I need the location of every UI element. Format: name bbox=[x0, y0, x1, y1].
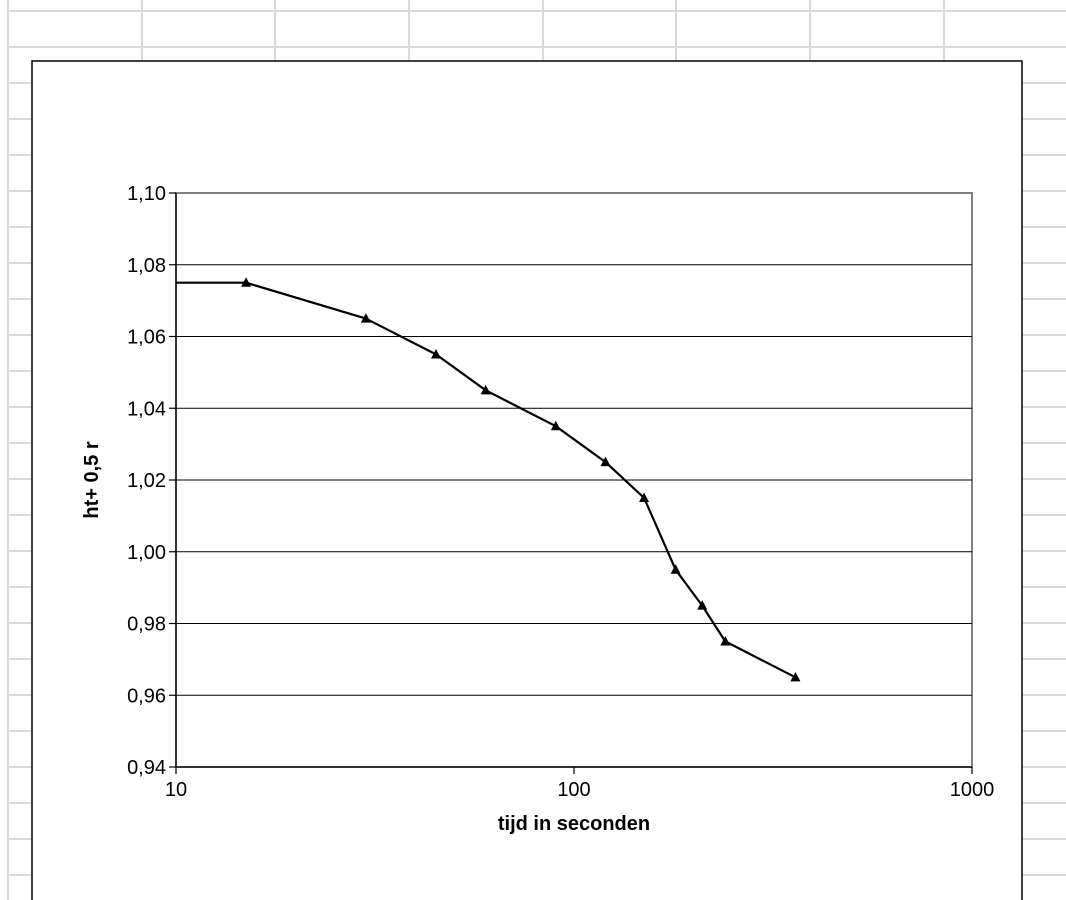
data-point bbox=[639, 492, 650, 502]
series-line bbox=[176, 281, 796, 679]
x-tick-label: 10 bbox=[165, 779, 187, 801]
data-point bbox=[600, 456, 611, 467]
x-axis-ticks: 10 100 1000 bbox=[165, 767, 994, 801]
data-point bbox=[720, 635, 731, 646]
x-axis-title: tijd in seconden bbox=[498, 813, 650, 835]
y-tick-label: 0,94 bbox=[127, 757, 166, 779]
spreadsheet-grid bbox=[7, 0, 1066, 900]
data-point bbox=[790, 671, 801, 682]
y-tick-label: 1,04 bbox=[127, 398, 166, 420]
y-tick-label: 1,06 bbox=[127, 327, 166, 349]
y-tick-label: 0,96 bbox=[127, 685, 166, 707]
series-markers bbox=[241, 277, 801, 682]
data-point bbox=[480, 384, 491, 395]
y-tick-label: 0,98 bbox=[127, 614, 166, 636]
data-point bbox=[241, 277, 252, 287]
y-tick-label: 1,10 bbox=[127, 183, 166, 205]
x-tick-label: 1000 bbox=[950, 779, 995, 801]
y-tick-label: 1,00 bbox=[127, 542, 166, 564]
horizontal-gridlines bbox=[176, 264, 972, 696]
data-point bbox=[550, 420, 561, 431]
y-tick-label: 1,02 bbox=[127, 470, 166, 492]
data-point bbox=[670, 564, 681, 574]
x-tick-label: 100 bbox=[557, 779, 590, 801]
y-axis-title: ht+ 0,5 r bbox=[81, 441, 103, 518]
y-tick-label: 1,08 bbox=[127, 255, 166, 277]
y-axis-ticks: 0,94 0,96 0,98 1,00 1,02 1,04 1,06 1,08 1,10 bbox=[127, 183, 176, 779]
data-point bbox=[430, 348, 441, 359]
data-point bbox=[697, 600, 708, 610]
data-point bbox=[360, 313, 371, 323]
